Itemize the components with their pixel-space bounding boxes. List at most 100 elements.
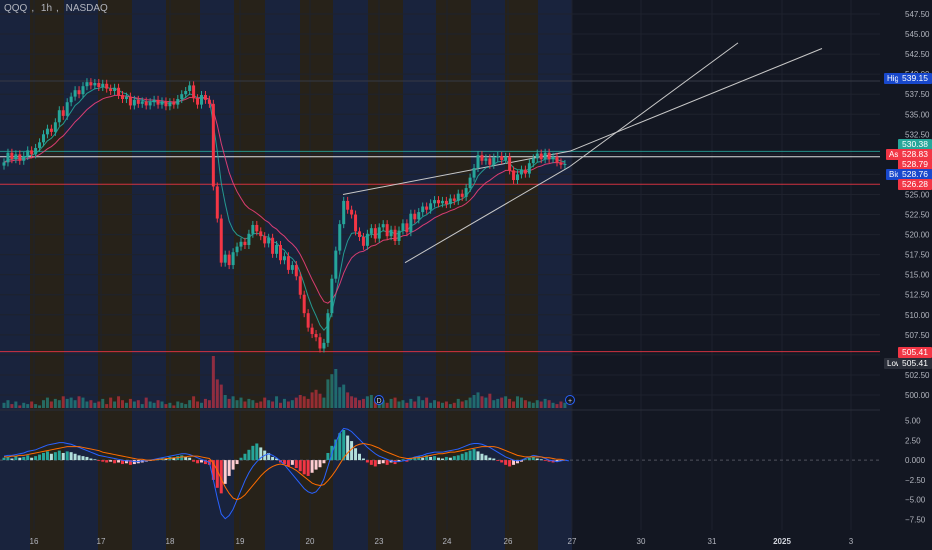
candle-body xyxy=(429,203,433,210)
volume-bar xyxy=(113,401,117,408)
macd-histogram-bar xyxy=(531,456,535,461)
candle-body xyxy=(444,200,448,205)
volume-bar xyxy=(460,401,464,408)
candle-body xyxy=(393,229,397,241)
macd-histogram-bar xyxy=(444,456,448,461)
candle-body xyxy=(504,156,508,160)
macd-histogram-bar xyxy=(385,460,389,465)
macd-tick-label: −7.50 xyxy=(905,516,926,525)
candle-body xyxy=(235,246,239,253)
candle-body xyxy=(433,200,437,204)
macd-histogram-bar xyxy=(512,460,516,465)
candle-body xyxy=(330,278,334,314)
volume-bar xyxy=(318,393,322,408)
macd-histogram-bar xyxy=(484,455,488,461)
volume-bar xyxy=(132,401,136,408)
candle-body xyxy=(45,128,49,135)
candle-body xyxy=(77,90,81,95)
candle-body xyxy=(65,102,69,116)
candle-body xyxy=(53,122,57,132)
candle-body xyxy=(164,101,168,107)
volume-bar xyxy=(89,400,93,408)
volume-bar xyxy=(527,401,531,408)
candle-body xyxy=(488,158,492,165)
volume-bar xyxy=(97,401,101,408)
macd-histogram-bar xyxy=(298,460,302,472)
volume-bar xyxy=(207,400,211,408)
volume-bar xyxy=(389,398,393,408)
volume-bar xyxy=(180,402,184,408)
macd-histogram-bar xyxy=(85,456,89,461)
volume-bar xyxy=(223,395,227,408)
volume-bar xyxy=(468,397,472,408)
macd-histogram-bar xyxy=(192,460,196,462)
candle-body xyxy=(22,155,26,161)
candle-body xyxy=(140,101,144,104)
macd-histogram-bar xyxy=(310,460,314,473)
candle-body xyxy=(425,206,429,210)
high-price-tag: 539.15 xyxy=(898,73,932,84)
volume-bar xyxy=(326,379,330,408)
macd-histogram-bar xyxy=(476,451,480,461)
macd-histogram-bar xyxy=(488,457,492,461)
interval-label: 1h xyxy=(40,3,53,14)
volume-bar xyxy=(77,396,81,408)
candle-body xyxy=(124,96,128,100)
macd-histogram-bar xyxy=(239,457,243,461)
candle-body xyxy=(10,152,14,160)
macd-histogram-bar xyxy=(164,458,168,461)
volume-bar xyxy=(358,400,361,408)
candle-body xyxy=(113,87,117,92)
candle-body xyxy=(117,87,121,96)
volume-bar xyxy=(235,400,239,408)
low-tag-label: Low xyxy=(884,358,905,369)
candle-body xyxy=(223,254,227,263)
volume-bar xyxy=(38,405,42,408)
macd-histogram-bar xyxy=(14,456,18,461)
volume-bar xyxy=(512,401,516,408)
volume-bar xyxy=(373,401,377,408)
ask-price-tag: 528.83 xyxy=(898,149,932,160)
macd-histogram-bar xyxy=(77,455,81,461)
candle-body xyxy=(385,224,389,237)
candle-body xyxy=(326,313,330,343)
volume-bar xyxy=(365,396,369,408)
candle-body xyxy=(239,241,243,247)
candle-body xyxy=(128,96,132,106)
volume-bar xyxy=(200,402,203,408)
candle-body xyxy=(215,186,219,219)
macd-histogram-bar xyxy=(105,460,109,463)
macd-histogram-bar xyxy=(22,456,26,461)
volume-bar xyxy=(421,400,425,408)
candle-body xyxy=(464,188,468,197)
macd-histogram-bar xyxy=(302,460,306,475)
candle-body xyxy=(531,158,535,164)
macd-histogram-bar xyxy=(492,458,496,461)
macd-histogram-bar xyxy=(425,455,429,461)
volume-bar xyxy=(330,374,334,408)
macd-histogram-bar xyxy=(290,460,294,465)
macd-histogram-bar xyxy=(188,457,192,461)
candle-body xyxy=(38,142,42,148)
volume-bar xyxy=(184,404,188,408)
volume-bar xyxy=(322,397,326,408)
volume-bar xyxy=(496,398,500,408)
volume-bar xyxy=(109,397,113,408)
macd-histogram-bar xyxy=(124,460,128,464)
volume-bar xyxy=(211,356,215,408)
candle-body xyxy=(172,102,176,105)
macd-histogram-bar xyxy=(464,452,468,461)
volume-bar xyxy=(73,400,77,408)
candle-body xyxy=(196,98,200,105)
candle-body xyxy=(334,250,338,279)
volume-bar xyxy=(523,400,527,408)
macd-histogram-bar xyxy=(57,450,61,461)
macd-histogram-bar xyxy=(18,457,22,461)
macd-histogram-bar xyxy=(172,457,176,461)
macd-histogram-bar xyxy=(334,439,338,461)
symbol-header[interactable]: QQQ, 1h, NASDAQ xyxy=(4,3,108,14)
macd-histogram-bar xyxy=(2,457,6,461)
macd-tick-label: −2.50 xyxy=(905,476,926,485)
volume-bar xyxy=(385,402,389,408)
